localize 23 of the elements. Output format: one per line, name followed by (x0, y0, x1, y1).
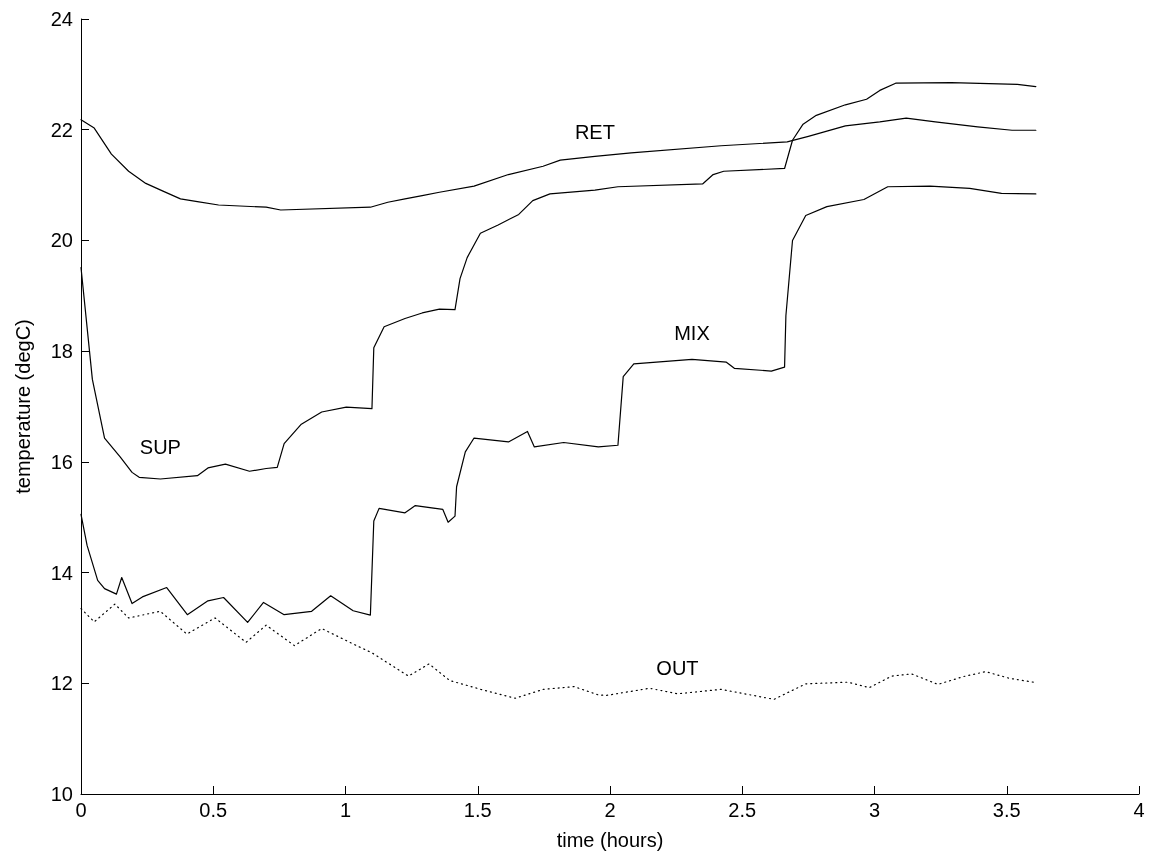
series-label: OUT (656, 656, 699, 679)
y-axis-title: temperature (degC) (12, 319, 34, 494)
x-tick-label: 1.5 (463, 799, 492, 821)
series-label: MIX (674, 322, 710, 345)
y-tick-label: 18 (50, 340, 73, 363)
x-tick-label: 2 (604, 799, 616, 821)
x-tick-label: 2.5 (728, 799, 757, 821)
x-tick-label: 0 (75, 799, 87, 821)
x-axis-title: time (hours) (556, 829, 664, 851)
x-tick-label: 1 (339, 799, 352, 821)
y-tick-label: 14 (50, 561, 73, 584)
series-label: RET (574, 121, 615, 144)
y-tick-label: 12 (50, 672, 73, 695)
series-label: SUP (139, 436, 181, 459)
x-tick-label: 3 (868, 799, 881, 821)
x-tick-label: 0.5 (199, 799, 228, 821)
y-tick-label: 20 (50, 229, 73, 252)
y-tick-label: 10 (50, 783, 73, 805)
y-tick-label: 24 (50, 8, 73, 30)
y-tick-label: 22 (50, 118, 73, 141)
x-tick-label: 3.5 (992, 799, 1021, 821)
y-tick-label: 16 (50, 450, 73, 473)
x-tick-label: 4 (1133, 799, 1145, 821)
